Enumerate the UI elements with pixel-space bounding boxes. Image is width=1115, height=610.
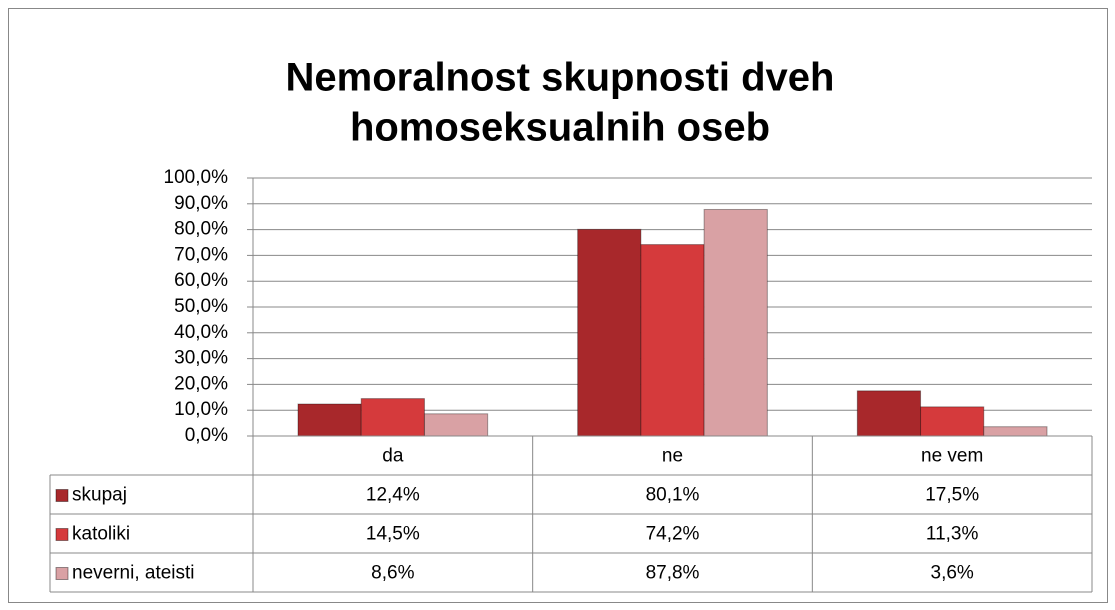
chart-border <box>8 8 1108 603</box>
bar <box>423 413 489 437</box>
legend-label: katoliki <box>72 524 130 545</box>
data-label: 80,1% <box>646 485 700 506</box>
data-label: 74,2% <box>646 524 700 545</box>
legend-label: neverni, ateisti <box>72 563 195 584</box>
legend-swatch <box>55 567 69 580</box>
y-tick-label: 20,0% <box>174 373 228 394</box>
data-label: 17,5% <box>925 485 979 506</box>
y-tick-label: 0,0% <box>185 425 228 446</box>
y-tick-label: 50,0% <box>174 296 228 317</box>
chart-title: homoseksualnih oseb <box>350 106 770 150</box>
bar <box>640 244 705 437</box>
bar <box>856 390 922 437</box>
y-tick-label: 80,0% <box>174 219 228 240</box>
data-label: 12,4% <box>366 485 420 506</box>
y-tick-label: 100,0% <box>164 167 229 188</box>
x-tick-label: da <box>382 446 404 467</box>
y-tick-label: 40,0% <box>174 322 228 343</box>
data-label: 11,3% <box>926 524 979 545</box>
data-label: 87,8% <box>646 563 700 584</box>
y-tick-label: 30,0% <box>174 348 228 369</box>
x-tick-label: ne <box>662 446 683 467</box>
chart-title: Nemoralnost skupnosti dveh <box>286 56 835 100</box>
bar <box>360 398 425 437</box>
legend-label: skupaj <box>72 485 127 506</box>
y-tick-label: 70,0% <box>174 244 228 265</box>
y-tick-label: 10,0% <box>174 399 228 420</box>
y-tick-label: 90,0% <box>174 193 228 214</box>
bar <box>703 208 768 437</box>
data-label: 8,6% <box>371 563 414 584</box>
bar <box>297 403 362 437</box>
x-tick-label: ne vem <box>921 446 983 467</box>
legend-swatch <box>55 489 69 502</box>
bar <box>920 406 985 437</box>
legend-swatch <box>55 528 69 541</box>
bar <box>577 228 642 437</box>
data-label: 14,5% <box>366 524 420 545</box>
data-label: 3,6% <box>931 563 974 584</box>
bar <box>983 426 1048 437</box>
y-tick-label: 60,0% <box>174 270 228 291</box>
